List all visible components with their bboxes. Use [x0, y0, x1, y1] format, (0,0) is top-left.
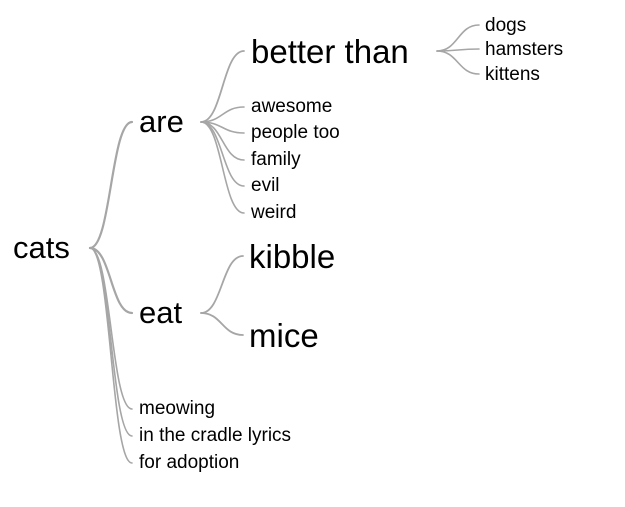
node-kittens[interactable]: kittens	[485, 64, 540, 85]
edge-better-than-dogs	[436, 24, 480, 52]
node-awesome[interactable]: awesome	[251, 96, 333, 117]
edge-cats-meowing	[89, 247, 133, 410]
node-weird[interactable]: weird	[251, 202, 297, 223]
node-mice[interactable]: mice	[249, 317, 319, 354]
edge-are-evil	[200, 121, 245, 187]
node-meowing[interactable]: meowing	[139, 398, 216, 419]
node-hamsters[interactable]: hamsters	[485, 39, 564, 60]
edge-are-weird	[200, 121, 245, 214]
edge-cats-are	[88, 120, 134, 250]
node-better-than[interactable]: better than	[251, 33, 409, 70]
edge-cats-eat	[88, 246, 134, 315]
node-cats[interactable]: cats	[13, 230, 70, 265]
node-are[interactable]: are	[139, 104, 184, 139]
edge-eat-mice	[200, 312, 244, 336]
edge-better-than-kittens	[436, 50, 480, 75]
node-family[interactable]: family	[251, 149, 301, 170]
node-dogs[interactable]: dogs	[485, 15, 527, 36]
node-kibble[interactable]: kibble	[249, 238, 336, 275]
edge-are-better-than	[200, 50, 245, 123]
edge-cats-adoption	[89, 247, 133, 464]
node-for-adoption[interactable]: for adoption	[139, 452, 240, 473]
node-evil[interactable]: evil	[251, 175, 280, 196]
node-eat[interactable]: eat	[139, 295, 183, 330]
edge-cats-cradle	[89, 247, 133, 437]
node-in-the-cradle-lyrics[interactable]: in the cradle lyrics	[139, 425, 292, 446]
edge-eat-kibble	[200, 255, 244, 314]
node-people-too[interactable]: people too	[251, 122, 340, 143]
